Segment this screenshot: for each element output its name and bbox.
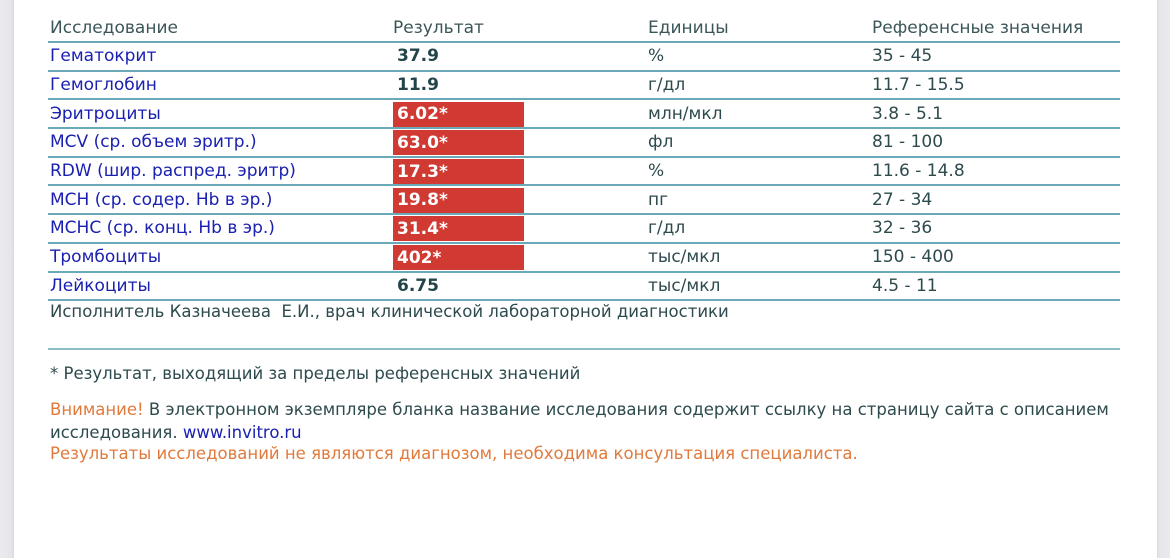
disclaimer: Результаты исследований не являются диаг…: [50, 444, 858, 463]
result-cell: 6.02*: [393, 100, 524, 127]
result-cell: 11.9: [393, 72, 524, 99]
test-name-cell: Гематокрит: [50, 43, 156, 70]
units-cell: тыс/мкл: [648, 275, 721, 296]
reference-cell: 27 - 34: [872, 189, 933, 210]
test-name-link[interactable]: Эритроциты: [50, 103, 161, 124]
performer-line: Исполнитель Казначеева Е.И., врач клинич…: [50, 302, 729, 321]
test-name-link[interactable]: MCV (ср. объем эритр.): [50, 132, 257, 153]
header-reference: Референсные значения: [872, 17, 1084, 38]
units-cell: фл: [648, 132, 674, 153]
test-name-link[interactable]: Лейкоциты: [50, 275, 151, 296]
result-value: 11.9: [397, 75, 439, 96]
units-cell: пг: [648, 189, 669, 210]
table-row: MCHC (ср. конц. Hb в эр.) 31.4* г/дл 32 - 3…: [48, 215, 1120, 244]
flagged-result-value: 6.02*: [393, 101, 524, 127]
reference-cell: 35 - 45: [872, 46, 933, 67]
table-row: Эритроциты 6.02* млн/мкл 3.8 - 5.1: [48, 100, 1120, 130]
test-name-link[interactable]: Тромбоциты: [50, 247, 162, 268]
test-name-link[interactable]: MCH (ср. содер. Hb в эр.): [50, 189, 273, 210]
reference-cell: 11.7 - 15.5: [872, 75, 965, 96]
flagged-result-value: 63.0*: [393, 130, 524, 156]
header-test: Исследование: [50, 17, 178, 38]
test-name-cell: Гемоглобин: [50, 72, 157, 99]
table-row: RDW (шир. распред. эритр) 17.3*% 11.6 - 14…: [48, 158, 1120, 187]
test-name-cell: Тромбоциты: [50, 244, 161, 271]
results-table: Исследование Результат Единицы Референсн…: [48, 14, 1120, 302]
table-row: MCH (ср. содер. Hb в эр.) 19.8* пг 27 - 34: [48, 186, 1120, 216]
reference-cell: 81 - 100: [872, 132, 944, 153]
reference-cell: 11.6 - 14.8: [872, 161, 965, 182]
reference-cell: 150 - 400: [872, 247, 954, 268]
left-edge: [0, 0, 14, 558]
test-name-cell: MCHC (ср. конц. Hb в эр.): [50, 215, 275, 242]
header-result: Результат: [393, 17, 484, 38]
reference-cell: 32 - 36: [872, 218, 933, 239]
flagged-result-value: 402*: [393, 245, 524, 271]
units-cell: г/дл: [648, 218, 686, 239]
table-row: Лейкоциты 6.75 тыс/мкл 4.5 - 11: [48, 273, 1120, 302]
flagged-result-value: 31.4*: [393, 216, 524, 242]
result-cell: 17.3*: [393, 158, 524, 185]
flagged-result-value: 17.3*: [393, 159, 524, 185]
reference-cell: 4.5 - 11: [872, 275, 938, 296]
footnote: * Результат, выходящий за пределы рефере…: [50, 364, 581, 383]
units-cell: %: [648, 46, 665, 67]
header-units: Единицы: [648, 17, 729, 38]
warning-label: Внимание!: [50, 400, 144, 419]
flagged-result-value: 19.8*: [393, 187, 524, 213]
result-cell: 6.75: [393, 273, 524, 300]
reference-cell: 3.8 - 5.1: [872, 103, 944, 124]
test-name-cell: MCH (ср. содер. Hb в эр.): [50, 186, 272, 213]
units-cell: млн/мкл: [648, 103, 723, 124]
table-row: Гемоглобин 11.9 г/дл 11.7 - 15.5: [48, 72, 1120, 101]
test-name-cell: RDW (шир. распред. эритр): [50, 158, 296, 185]
test-name-link[interactable]: Гемоглобин: [50, 75, 157, 96]
table-row: Тромбоциты 402* тыс/мкл 150 - 400: [48, 244, 1120, 273]
result-cell: 31.4*: [393, 215, 524, 242]
result-cell: 37.9: [393, 43, 524, 70]
table-row: MCV (ср. объем эритр.) 63.0* фл 81 - 100: [48, 129, 1120, 158]
result-value: 6.75: [397, 275, 439, 296]
table-row: Гематокрит 37.9% 35 - 45: [48, 43, 1120, 72]
notice-text: В электронном экземпляре бланка название…: [50, 400, 1109, 442]
units-cell: г/дл: [648, 75, 686, 96]
site-link[interactable]: www.invitro.ru: [182, 423, 302, 442]
units-cell: %: [648, 161, 665, 182]
test-name-cell: MCV (ср. объем эритр.): [50, 129, 257, 156]
result-value: 37.9: [397, 46, 439, 67]
divider: [48, 348, 1120, 350]
result-cell: 402*: [393, 244, 524, 271]
result-cell: 63.0*: [393, 129, 524, 156]
notice: Внимание! В электронном экземпляре бланк…: [50, 398, 1130, 444]
table-header: Исследование Результат Единицы Референсн…: [48, 14, 1120, 43]
right-edge: [1157, 0, 1170, 558]
test-name-link[interactable]: RDW (шир. распред. эритр): [50, 161, 296, 182]
test-name-link[interactable]: MCHC (ср. конц. Hb в эр.): [50, 218, 275, 239]
test-name-link[interactable]: Гематокрит: [50, 46, 157, 67]
test-name-cell: Эритроциты: [50, 100, 161, 127]
units-cell: тыс/мкл: [648, 247, 721, 268]
test-name-cell: Лейкоциты: [50, 273, 151, 300]
result-cell: 19.8*: [393, 186, 524, 213]
